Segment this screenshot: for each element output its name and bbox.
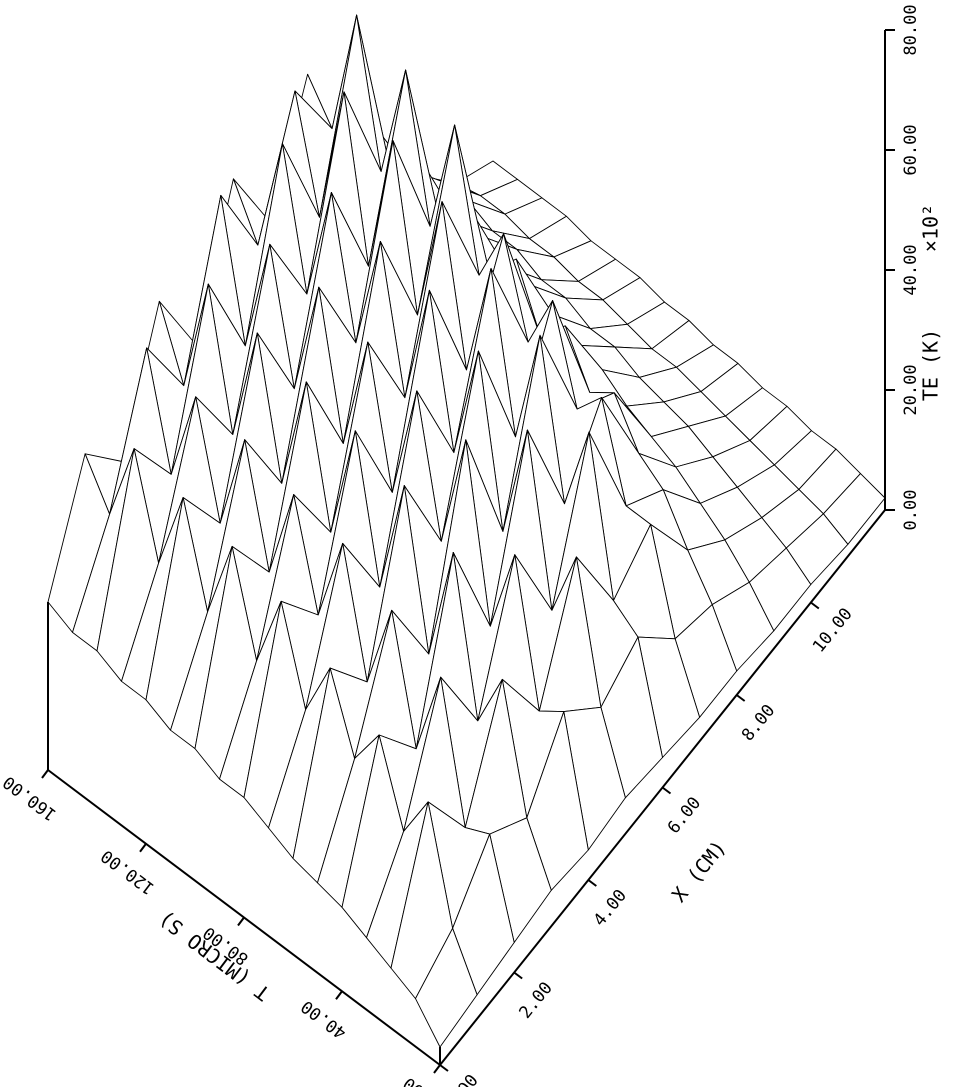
z-tick-label: 40.00 bbox=[901, 244, 921, 295]
t-tick bbox=[139, 843, 147, 853]
x-tick bbox=[587, 879, 597, 887]
z-axis-label: TE (K) bbox=[919, 329, 943, 401]
x-tick bbox=[661, 786, 672, 795]
z-tick-label: 80.00 bbox=[901, 4, 921, 55]
t-tick bbox=[237, 916, 245, 927]
z-tick-label: 60.00 bbox=[901, 124, 921, 175]
surface bbox=[47, 14, 886, 1048]
t-tick bbox=[433, 1064, 441, 1074]
t-tick bbox=[41, 769, 49, 779]
z-tick-label: 20.00 bbox=[901, 364, 921, 415]
t-tick-label: 160.00 bbox=[0, 772, 61, 825]
t-tick-label: 120.00 bbox=[97, 845, 158, 898]
z-multiplier: ×10² bbox=[919, 204, 943, 252]
x-tick bbox=[513, 971, 523, 980]
x-tick-label: 2.00 bbox=[516, 978, 557, 1022]
z-tick-label: 0.00 bbox=[901, 490, 921, 531]
x-tick-label: 4.00 bbox=[590, 886, 631, 930]
t-tick-label: 0.00 bbox=[400, 1073, 445, 1087]
x-tick bbox=[736, 694, 746, 702]
t-tick-label: 40.00 bbox=[298, 996, 351, 1043]
t-axis-label: T (MICRO S) bbox=[154, 907, 274, 1006]
axes: 0.00 2.00 4.00 6.00 8.00 10.00 0.00 40.00 80.00 1… bbox=[0, 4, 921, 1087]
t-tick bbox=[335, 990, 343, 1000]
x-tick-label: 10.00 bbox=[809, 604, 857, 656]
surface-cell bbox=[415, 927, 478, 1048]
x-tick-label: 8.00 bbox=[738, 701, 779, 745]
x-tick-label: 6.00 bbox=[664, 793, 705, 837]
x-axis-label: X (CM) bbox=[667, 835, 731, 906]
x-tick bbox=[810, 601, 820, 610]
x-tick-label: 0.00 bbox=[441, 1071, 482, 1087]
x-tick bbox=[439, 1064, 449, 1072]
